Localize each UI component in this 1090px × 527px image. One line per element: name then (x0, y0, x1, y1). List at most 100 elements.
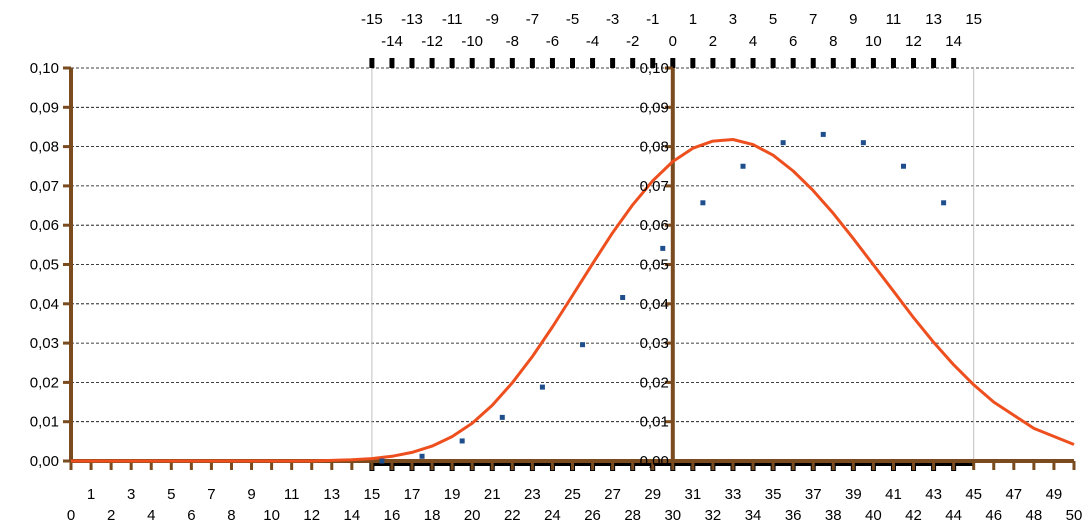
x-tick-label: 29 (644, 486, 661, 503)
y-tick-label-secondary: 0,08 (640, 139, 669, 156)
x-tick-label: 30 (664, 507, 681, 524)
secondary-x-tick-label: 6 (789, 33, 797, 50)
secondary-x-tick-top (369, 58, 375, 68)
secondary-x-tick-label: -6 (546, 33, 559, 50)
y-tick-label-secondary: 0,05 (640, 257, 669, 274)
x-tick-label: 23 (524, 486, 541, 503)
x-tick-label: 37 (805, 486, 822, 503)
x-tick-label: 16 (384, 507, 401, 524)
secondary-x-tick-top (790, 58, 796, 68)
secondary-x-tick-top (529, 58, 535, 68)
secondary-x-tick-top (870, 58, 876, 68)
secondary-x-tick-top (630, 58, 636, 68)
secondary-x-tick-top (670, 58, 676, 68)
series-point-dotted (740, 163, 746, 169)
x-tick-label: 1 (87, 486, 95, 503)
secondary-x-tick-top (850, 58, 856, 68)
x-tick-label: 28 (624, 507, 641, 524)
secondary-x-tick-top (549, 58, 555, 68)
secondary-x-tick-top (429, 58, 435, 68)
y-tick-label-left: 0,06 (30, 217, 59, 234)
secondary-x-tick-label: 4 (749, 33, 757, 50)
secondary-x-tick-label: -3 (606, 11, 619, 28)
y-tick-label-left: 0,05 (30, 257, 59, 274)
x-tick-label: 11 (284, 486, 300, 503)
x-tick-label: 8 (227, 507, 235, 524)
y-tick-label-secondary: 0,07 (640, 178, 669, 195)
secondary-x-tick-label: -9 (486, 11, 499, 28)
secondary-x-tick-top (911, 58, 917, 68)
x-tick-label: 0 (67, 507, 75, 524)
x-tick-label: 12 (303, 507, 320, 524)
y-tick-label-left: 0,10 (30, 60, 59, 77)
secondary-x-tick-label: 1 (689, 11, 697, 28)
x-tick-label: 4 (147, 507, 155, 524)
series-point-dotted (820, 131, 826, 137)
series-point-dotted (900, 163, 906, 169)
x-tick-label: 27 (604, 486, 621, 503)
reference-lines (371, 68, 975, 461)
secondary-x-tick-label: 13 (925, 11, 942, 28)
secondary-x-tick-top (570, 58, 575, 68)
grid-layer (71, 67, 1074, 423)
series-point-dotted (419, 453, 425, 459)
secondary-x-tick-top (890, 58, 896, 68)
x-tick-label: 17 (404, 486, 421, 503)
secondary-x-tick-label: -5 (566, 11, 579, 28)
secondary-x-tick-top (489, 58, 495, 68)
secondary-x-tick-label: 15 (965, 11, 982, 28)
x-tick-label: 3 (127, 486, 135, 503)
y-tick-label-secondary: 0,10 (640, 60, 669, 77)
x-tick-label: 5 (167, 486, 175, 503)
x-tick-label: 38 (825, 507, 842, 524)
secondary-x-tick-top (710, 58, 716, 68)
x-tick-label: 26 (584, 507, 601, 524)
x-tick-label: 49 (1046, 486, 1063, 503)
x-tick-label: 10 (263, 507, 280, 524)
secondary-x-tick-top (409, 58, 415, 68)
secondary-x-tick-label: -8 (506, 33, 519, 50)
secondary-x-tick-label: -4 (586, 33, 599, 50)
y-tick-label-left: 0,07 (30, 178, 59, 195)
secondary-x-tick-top (469, 58, 475, 68)
secondary-x-tick-label: -13 (401, 11, 423, 28)
x-tick-label: 35 (765, 486, 782, 503)
secondary-x-tick-label: 2 (709, 33, 717, 50)
series-point-dotted (620, 295, 626, 301)
x-tick-label: 47 (1005, 486, 1022, 503)
y-tick-label-secondary: 0,03 (640, 335, 669, 352)
x-tick-label: 22 (504, 507, 521, 524)
series-point-dotted (459, 438, 465, 444)
x-tick-label: 31 (685, 486, 702, 503)
secondary-x-tick-top (650, 58, 656, 68)
secondary-x-tick-label: -12 (421, 33, 443, 50)
secondary-x-tick-top (509, 58, 515, 68)
x-tick-label: 9 (247, 486, 255, 503)
series-point-dotted (499, 414, 505, 420)
y-tick-label-secondary: 0,02 (640, 374, 669, 391)
x-tick-label: 36 (785, 507, 802, 524)
x-tick-label: 24 (544, 507, 561, 524)
y-tick-label-left: 0,00 (30, 453, 59, 470)
secondary-x-tick-label: -2 (626, 33, 639, 50)
secondary-x-tick-label: -14 (381, 33, 403, 50)
x-tick-label: 48 (1026, 507, 1043, 524)
series-point-dotted (660, 245, 666, 251)
secondary-x-tick-top (449, 58, 455, 68)
x-tick-label: 2 (107, 507, 115, 524)
secondary-x-tick-top (931, 58, 937, 68)
series-point-dotted (379, 458, 385, 464)
secondary-x-tick-top (730, 58, 736, 68)
x-tick-label: 33 (725, 486, 742, 503)
x-tick-label: 13 (323, 486, 340, 503)
y-tick-label-secondary: 0,09 (640, 99, 669, 116)
y-tick-label-left: 0,09 (30, 99, 59, 116)
x-tick-label: 41 (885, 486, 902, 503)
y-tick-label-left: 0,01 (30, 414, 59, 431)
tick-labels: 0,00 0,01 0,02 0,03 0,04 0,05 0,06 0,07 0,08 0,09… (30, 11, 1083, 524)
y-tick-label-left: 0,03 (30, 335, 59, 352)
secondary-x-tick-top (770, 58, 776, 68)
secondary-x-tick-label: 12 (905, 33, 922, 50)
series-line-solid (71, 138, 1075, 463)
secondary-x-tick-top (610, 58, 616, 68)
